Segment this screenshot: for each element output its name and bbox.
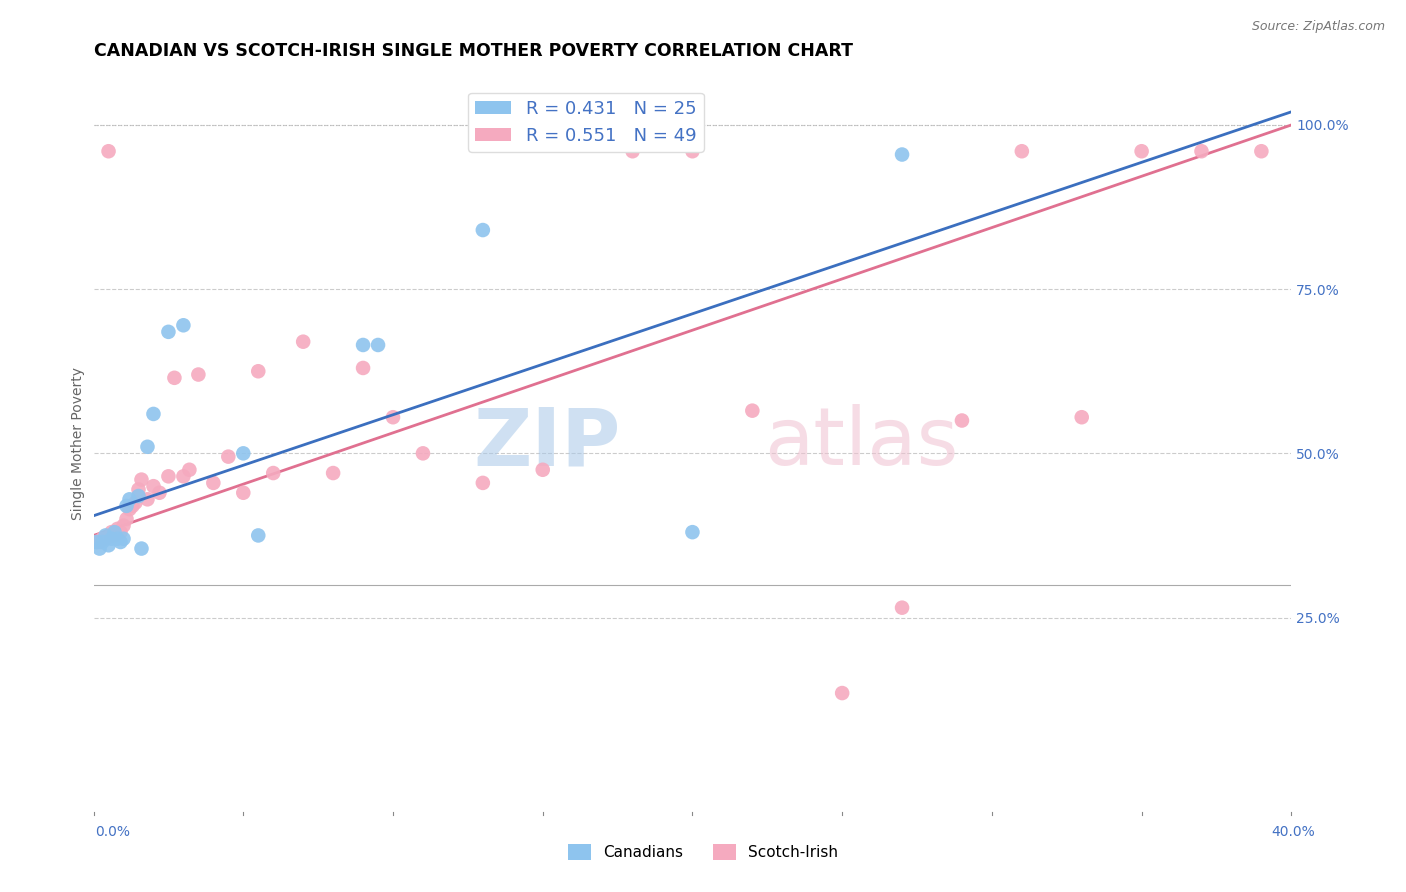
Point bbox=[950, 413, 973, 427]
Point bbox=[124, 495, 146, 509]
Point bbox=[107, 522, 129, 536]
Point bbox=[247, 528, 270, 542]
Y-axis label: Single Mother Poverty: Single Mother Poverty bbox=[72, 367, 86, 520]
Point bbox=[352, 338, 374, 352]
Point bbox=[831, 686, 853, 700]
Point bbox=[142, 407, 165, 421]
Point bbox=[91, 535, 114, 549]
Point bbox=[112, 532, 135, 546]
Point bbox=[115, 499, 138, 513]
Point bbox=[1070, 410, 1092, 425]
Point bbox=[621, 145, 644, 159]
Point bbox=[94, 532, 117, 546]
Point bbox=[100, 525, 122, 540]
Point bbox=[112, 518, 135, 533]
Point bbox=[187, 368, 209, 382]
Point bbox=[382, 410, 405, 425]
Point bbox=[1191, 145, 1213, 159]
Point bbox=[232, 485, 254, 500]
Legend: Canadians, Scotch-Irish: Canadians, Scotch-Irish bbox=[561, 838, 845, 866]
Point bbox=[118, 492, 141, 507]
Point bbox=[103, 528, 125, 542]
Legend: R = 0.431   N = 25, R = 0.551   N = 49: R = 0.431 N = 25, R = 0.551 N = 49 bbox=[468, 93, 703, 152]
Point bbox=[163, 371, 186, 385]
Point bbox=[110, 525, 132, 540]
Point bbox=[352, 361, 374, 376]
Point bbox=[471, 475, 494, 490]
Point bbox=[131, 541, 153, 556]
Point bbox=[367, 338, 389, 352]
Point bbox=[86, 535, 108, 549]
Point bbox=[471, 223, 494, 237]
Point bbox=[91, 532, 114, 546]
Point bbox=[148, 485, 170, 500]
Point bbox=[142, 479, 165, 493]
Text: CANADIAN VS SCOTCH-IRISH SINGLE MOTHER POVERTY CORRELATION CHART: CANADIAN VS SCOTCH-IRISH SINGLE MOTHER P… bbox=[94, 42, 852, 60]
Point bbox=[89, 535, 111, 549]
Point bbox=[91, 532, 114, 546]
Point bbox=[157, 469, 180, 483]
Point bbox=[179, 463, 201, 477]
Point bbox=[1250, 145, 1272, 159]
Point bbox=[741, 403, 763, 417]
Point bbox=[217, 450, 239, 464]
Point bbox=[127, 489, 149, 503]
Point bbox=[1130, 145, 1153, 159]
Point bbox=[172, 318, 194, 333]
Point bbox=[1011, 145, 1033, 159]
Point bbox=[681, 145, 703, 159]
Point bbox=[115, 512, 138, 526]
Point bbox=[103, 525, 125, 540]
Point bbox=[121, 499, 143, 513]
Point bbox=[89, 541, 111, 556]
Point bbox=[94, 528, 117, 542]
Point bbox=[232, 446, 254, 460]
Point bbox=[262, 466, 284, 480]
Point bbox=[97, 145, 120, 159]
Point bbox=[412, 446, 434, 460]
Point bbox=[891, 147, 914, 161]
Point bbox=[110, 535, 132, 549]
Text: 0.0%: 0.0% bbox=[96, 825, 131, 839]
Text: Source: ZipAtlas.com: Source: ZipAtlas.com bbox=[1251, 20, 1385, 33]
Point bbox=[100, 528, 122, 542]
Point bbox=[157, 325, 180, 339]
Point bbox=[202, 475, 225, 490]
Point bbox=[322, 466, 344, 480]
Point bbox=[136, 440, 159, 454]
Text: 40.0%: 40.0% bbox=[1271, 825, 1315, 839]
Point bbox=[127, 483, 149, 497]
Point bbox=[86, 535, 108, 549]
Text: atlas: atlas bbox=[765, 404, 959, 483]
Point bbox=[292, 334, 315, 349]
Point bbox=[118, 502, 141, 516]
Point bbox=[131, 473, 153, 487]
Point bbox=[97, 538, 120, 552]
Point bbox=[100, 532, 122, 546]
Point bbox=[172, 469, 194, 483]
Point bbox=[247, 364, 270, 378]
Point bbox=[107, 532, 129, 546]
Point bbox=[136, 492, 159, 507]
Text: ZIP: ZIP bbox=[474, 404, 620, 483]
Point bbox=[891, 600, 914, 615]
Point bbox=[681, 525, 703, 540]
Point bbox=[531, 463, 554, 477]
